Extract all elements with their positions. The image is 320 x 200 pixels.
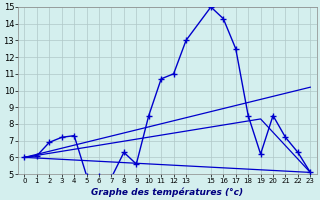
X-axis label: Graphe des températures (°c): Graphe des températures (°c) <box>91 187 244 197</box>
